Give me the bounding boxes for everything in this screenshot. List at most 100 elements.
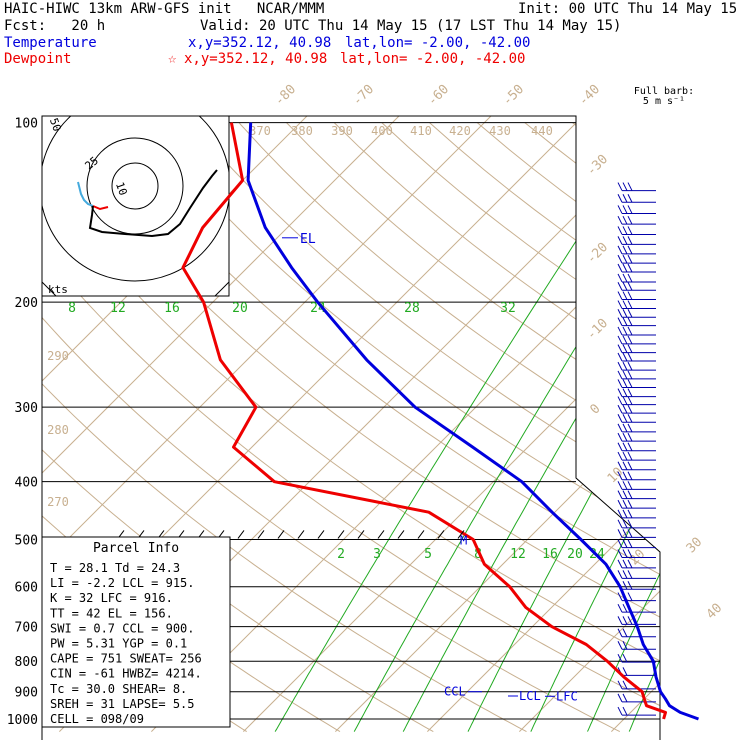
temp-tick-top: -40 [576,82,603,109]
mixing-ratio-label-lower: 12 [510,547,526,562]
theta-label: 440 [531,124,553,138]
hodograph-ring-label: 50 [47,116,64,133]
wind-barb [617,263,656,273]
parcel-info-title: Parcel Info [93,541,179,556]
wind-barb [617,471,656,481]
dry-adiabat [286,122,660,733]
hodograph-trace-upper [88,169,218,238]
wind-barb [617,641,656,650]
wind-barb [617,481,656,490]
pressure-label-400: 400 [15,476,38,491]
mixing-ratio-line [690,228,740,732]
pressure-label-200: 200 [15,296,38,311]
wind-barb [617,451,656,461]
hatch-mark [237,530,245,539]
header-fcst: Fcst: 20 h [4,18,106,34]
pressure-label-100: 100 [15,117,38,132]
wind-barb [617,706,656,716]
mixing-ratio-label-upper: 24 [310,301,326,316]
dry-adiabat [42,122,527,733]
wind-barb [617,379,656,388]
wind-barb [617,352,656,362]
dry-adiabat [190,122,660,733]
hatch-mark [457,530,465,539]
isotherm [42,116,407,732]
isotherm [151,116,660,732]
barb-scale-line1: Full barb: [634,86,694,97]
parcel-info-row: T = 28.1 Td = 24.3 [50,561,180,575]
wind-barb [617,616,656,625]
wind-barb [617,461,656,471]
plot-boundary [42,115,661,740]
mixing-ratio-label-lower: 8 [474,547,482,562]
pressure-label-300: 300 [15,401,38,416]
isotherm [519,116,660,732]
wind-barb [617,396,656,406]
theta-label: 380 [291,124,313,138]
wind-barb [617,442,656,452]
hodograph-corner [41,281,57,297]
theta-label: 390 [331,124,353,138]
wind-barb [617,370,656,380]
temp-tick-right: -20 [584,240,611,267]
isotherm [243,116,660,732]
theta-label: 400 [371,124,393,138]
lfc-label: LFC [556,689,578,703]
dry-adiabat [715,123,740,732]
dry-adiabat [572,122,660,733]
dry-adiabat [143,122,660,733]
hatch-mark [357,530,365,539]
lcl-label: LCL [519,689,541,703]
hodograph-trace-low [77,181,94,207]
wind-barb [617,529,656,538]
wind-barb [617,628,656,638]
header-valid: Valid: 20 UTC Thu 14 May 15 (17 LST Thu … [200,18,622,34]
wind-barb [617,499,656,509]
el-label: EL [300,232,316,247]
parcel-info-row: CELL = 098/09 [50,712,144,726]
theta-label: 370 [249,124,271,138]
wind-barb [617,245,656,255]
dewpoint-xy: x,y=352.12, 40.98 [184,51,328,67]
wind-barb [617,291,656,301]
wind-barb [617,490,656,500]
temp-tick-right: -30 [584,152,611,179]
mixing-ratio-label-lower: 20 [567,547,583,562]
wind-barb [617,581,656,590]
parcel-info-row: TT = 42 EL = 156. [50,606,173,620]
hodograph-trace-mid [92,205,109,211]
wind-barb [617,432,656,442]
wind-barb [617,667,656,676]
hodograph-box [41,115,230,297]
parcel-info-row: K = 32 LFC = 916. [50,591,173,605]
dewpoint-profile [181,122,667,720]
hodograph-ring-label: 10 [113,180,130,197]
wind-barb [617,194,656,203]
wind-barb [617,404,656,414]
temperature-latlon: lat,lon= -2.00, -42.00 [345,35,531,51]
header-init: Init: 00 UTC Thu 14 May 15 [518,1,738,17]
wind-barb [617,236,656,245]
isotherm [42,116,499,732]
dry-adiabat [429,122,660,733]
mixing-ratio-line [734,228,740,732]
hatch-mark [277,530,285,539]
mixing-ratio-label-upper: 12 [110,301,126,316]
hatch-mark [417,530,425,539]
wind-barb [617,282,656,291]
temp-tick-top: -50 [500,82,527,109]
temp-tick-top: -60 [425,82,452,109]
parcel-info-box [41,536,231,728]
dry-adiabat [42,122,660,733]
pressure-label-500: 500 [15,533,38,548]
parcel-info-row: SREH = 31 LAPSE= 5.5 [50,697,195,711]
parcel-info-row: PW = 5.31 YGP = 0.1 [50,637,187,651]
mixing-ratio-label-upper: 16 [164,301,180,316]
mixing-ratio-label-upper: 28 [404,301,420,316]
isotherm [703,109,740,731]
wind-barb [617,693,656,703]
dry-adiabat [238,122,660,733]
dry-adiabat [476,122,660,733]
temp-tick-right: 10 [605,465,627,487]
